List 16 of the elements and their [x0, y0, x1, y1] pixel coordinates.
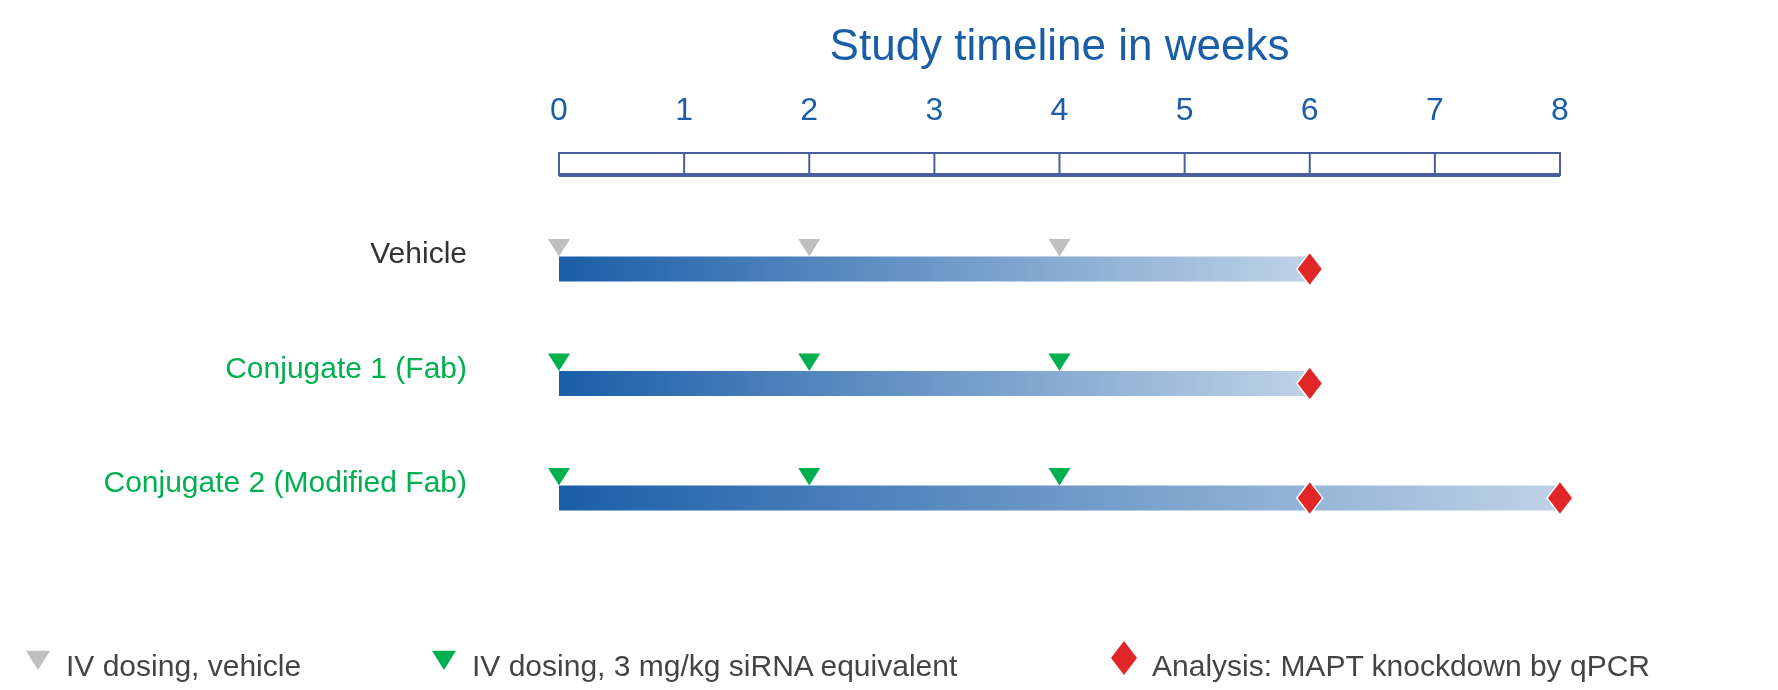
x-tick-label: 3	[925, 91, 944, 127]
x-tick-label: 8	[1551, 91, 1569, 127]
x-tick-label: 5	[1175, 91, 1194, 127]
x-tick-label: 2	[800, 91, 819, 127]
x-tick-label: 1	[675, 91, 694, 127]
x-tick-label: 7	[1425, 91, 1444, 127]
chart-title: Study timeline in weeks	[829, 20, 1290, 69]
y-tick-label: Conjugate 2 (Modified Fab)	[103, 465, 467, 498]
legend-label: IV dosing, 3 mg/kg siRNA equivalent	[472, 649, 958, 682]
legend-label: IV dosing, vehicle	[66, 649, 302, 682]
x-tick-label: 4	[1050, 91, 1069, 127]
legend-label: Analysis: MAPT knockdown by qPCR	[1152, 649, 1650, 682]
x-tick-label: 0	[550, 91, 568, 127]
y-tick-label: Conjugate 1 (Fab)	[225, 350, 467, 384]
x-tick-label: 6	[1300, 91, 1319, 127]
y-tick-label: Vehicle	[370, 236, 467, 269]
